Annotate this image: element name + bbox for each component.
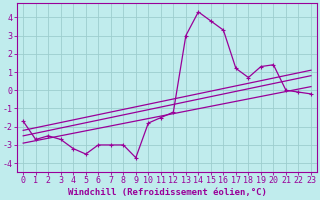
X-axis label: Windchill (Refroidissement éolien,°C): Windchill (Refroidissement éolien,°C) <box>68 188 267 197</box>
